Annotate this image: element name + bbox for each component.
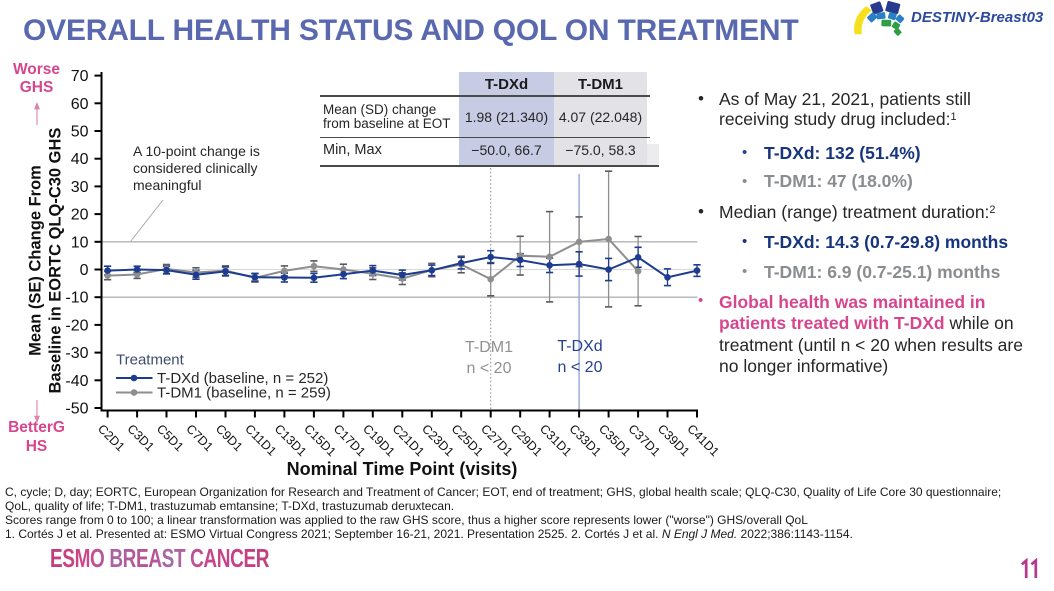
svg-text:C13D1: C13D1 xyxy=(272,422,309,459)
svg-text:C33D1: C33D1 xyxy=(566,422,603,459)
svg-text:C31D1: C31D1 xyxy=(537,422,574,459)
svg-text:C37D1: C37D1 xyxy=(625,422,662,459)
svg-text:-40: -40 xyxy=(65,373,88,390)
svg-text:50: 50 xyxy=(71,124,89,141)
svg-text:C25D1: C25D1 xyxy=(449,422,486,459)
svg-text:C15D1: C15D1 xyxy=(301,422,338,459)
svg-text:30: 30 xyxy=(71,179,89,196)
svg-text:-20: -20 xyxy=(65,317,88,334)
svg-text:60: 60 xyxy=(71,96,89,113)
svg-text:C21D1: C21D1 xyxy=(390,422,427,459)
svg-text:-10: -10 xyxy=(65,290,88,307)
svg-text:T-DXd (baseline, n = 252): T-DXd (baseline, n = 252) xyxy=(157,370,328,387)
svg-text:C9D1: C9D1 xyxy=(213,422,246,455)
svg-text:10: 10 xyxy=(71,234,89,251)
svg-text:70: 70 xyxy=(71,68,89,85)
svg-text:T-DM1 (baseline, n = 259): T-DM1 (baseline, n = 259) xyxy=(157,385,331,402)
svg-text:C5D1: C5D1 xyxy=(154,422,187,455)
svg-text:C2D1: C2D1 xyxy=(95,422,128,455)
svg-text:C19D1: C19D1 xyxy=(360,422,397,459)
svg-text:C27D1: C27D1 xyxy=(478,422,515,459)
svg-text:Treatment: Treatment xyxy=(116,352,185,369)
svg-text:-30: -30 xyxy=(65,345,88,362)
svg-text:0: 0 xyxy=(80,262,89,279)
svg-text:C7D1: C7D1 xyxy=(183,422,216,455)
svg-text:C41D1: C41D1 xyxy=(684,422,721,459)
svg-text:C39D1: C39D1 xyxy=(655,422,692,459)
svg-text:C17D1: C17D1 xyxy=(331,422,368,459)
svg-text:-50: -50 xyxy=(65,401,88,418)
svg-text:C3D1: C3D1 xyxy=(124,422,157,455)
svg-text:C29D1: C29D1 xyxy=(508,422,545,459)
svg-text:20: 20 xyxy=(71,207,89,224)
svg-text:40: 40 xyxy=(71,151,89,168)
svg-text:C11D1: C11D1 xyxy=(242,422,279,459)
svg-text:C23D1: C23D1 xyxy=(419,422,456,459)
svg-text:C35D1: C35D1 xyxy=(596,422,633,459)
